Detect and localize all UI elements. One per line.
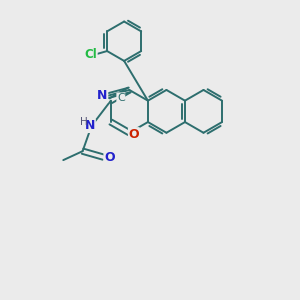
Text: C: C — [117, 93, 125, 103]
Text: O: O — [104, 151, 115, 164]
Text: O: O — [128, 128, 139, 141]
Text: N: N — [85, 119, 95, 132]
Text: Cl: Cl — [84, 47, 97, 61]
Text: H: H — [80, 117, 87, 128]
Text: N: N — [97, 89, 108, 102]
